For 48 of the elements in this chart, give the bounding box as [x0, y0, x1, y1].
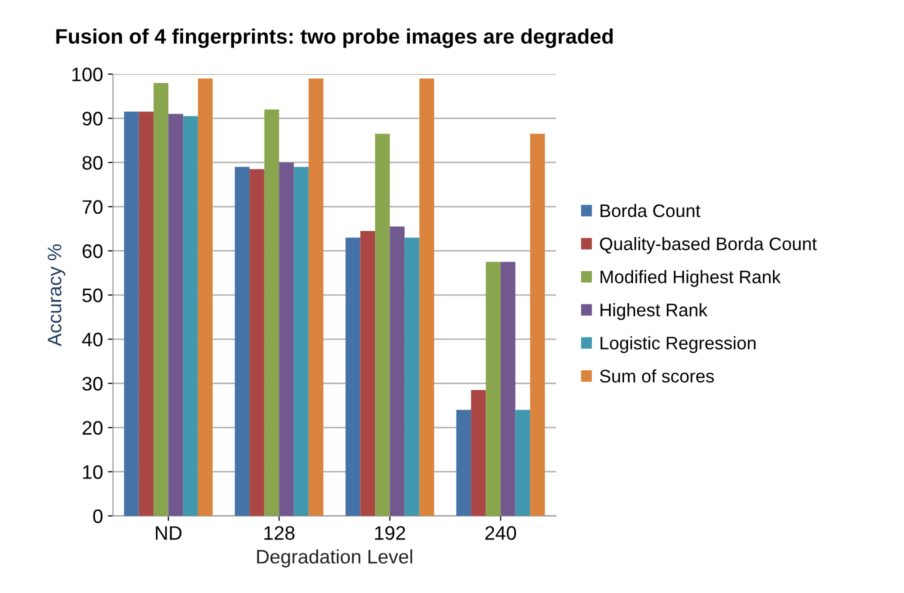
x-tick-label: 192 [375, 526, 406, 540]
legend-label: Sum of scores [600, 369, 714, 383]
bar [471, 390, 486, 516]
x-axis-title: Degradation Level [257, 549, 412, 568]
bar [308, 78, 324, 516]
y-tick-label: 0 [93, 509, 103, 524]
legend-label: Quality-based Borda Count [600, 236, 817, 254]
bar [264, 109, 280, 516]
bar [124, 112, 139, 516]
y-tick-label: 70 [82, 200, 103, 214]
y-tick-label: 50 [82, 288, 103, 302]
bar [500, 262, 516, 516]
y-tick-label: 30 [82, 376, 103, 391]
y-tick-label: 90 [82, 112, 103, 126]
y-tick-label: 40 [82, 332, 103, 346]
bar [404, 238, 420, 516]
y-axis-title: Accuracy % [48, 244, 66, 346]
bar [154, 82, 168, 516]
bar [138, 112, 154, 516]
bar [375, 134, 390, 516]
y-tick-label: 60 [82, 244, 103, 258]
x-tick-label: 128 [264, 526, 294, 540]
bar [279, 162, 294, 516]
bar [183, 116, 198, 516]
x-tick-label: 240 [485, 526, 516, 540]
bar [390, 226, 405, 516]
x-tick-label: ND [156, 526, 182, 540]
y-tick-label: 20 [82, 421, 103, 435]
bar [360, 230, 376, 516]
bar [198, 78, 213, 516]
bar [168, 114, 184, 516]
chart-title: Fusion of 4 fingerprints: two probe images are degraded [56, 28, 613, 48]
bar [294, 166, 309, 516]
y-tick-label: 100 [72, 68, 103, 82]
legend-label: Modified Highest Rank [600, 270, 781, 287]
y-tick-label: 10 [83, 465, 103, 479]
y-tick-label: 80 [82, 156, 103, 170]
bar [486, 262, 501, 516]
bar [515, 410, 530, 516]
legend-label: Highest Rank [600, 303, 708, 320]
bar [346, 238, 360, 516]
bar [530, 134, 545, 516]
bar [234, 166, 250, 516]
bar [456, 410, 472, 516]
legend-label: Borda Count [600, 204, 700, 218]
legend-label: Logistic Regression [600, 336, 756, 354]
bar [419, 78, 434, 516]
bar [250, 169, 264, 516]
